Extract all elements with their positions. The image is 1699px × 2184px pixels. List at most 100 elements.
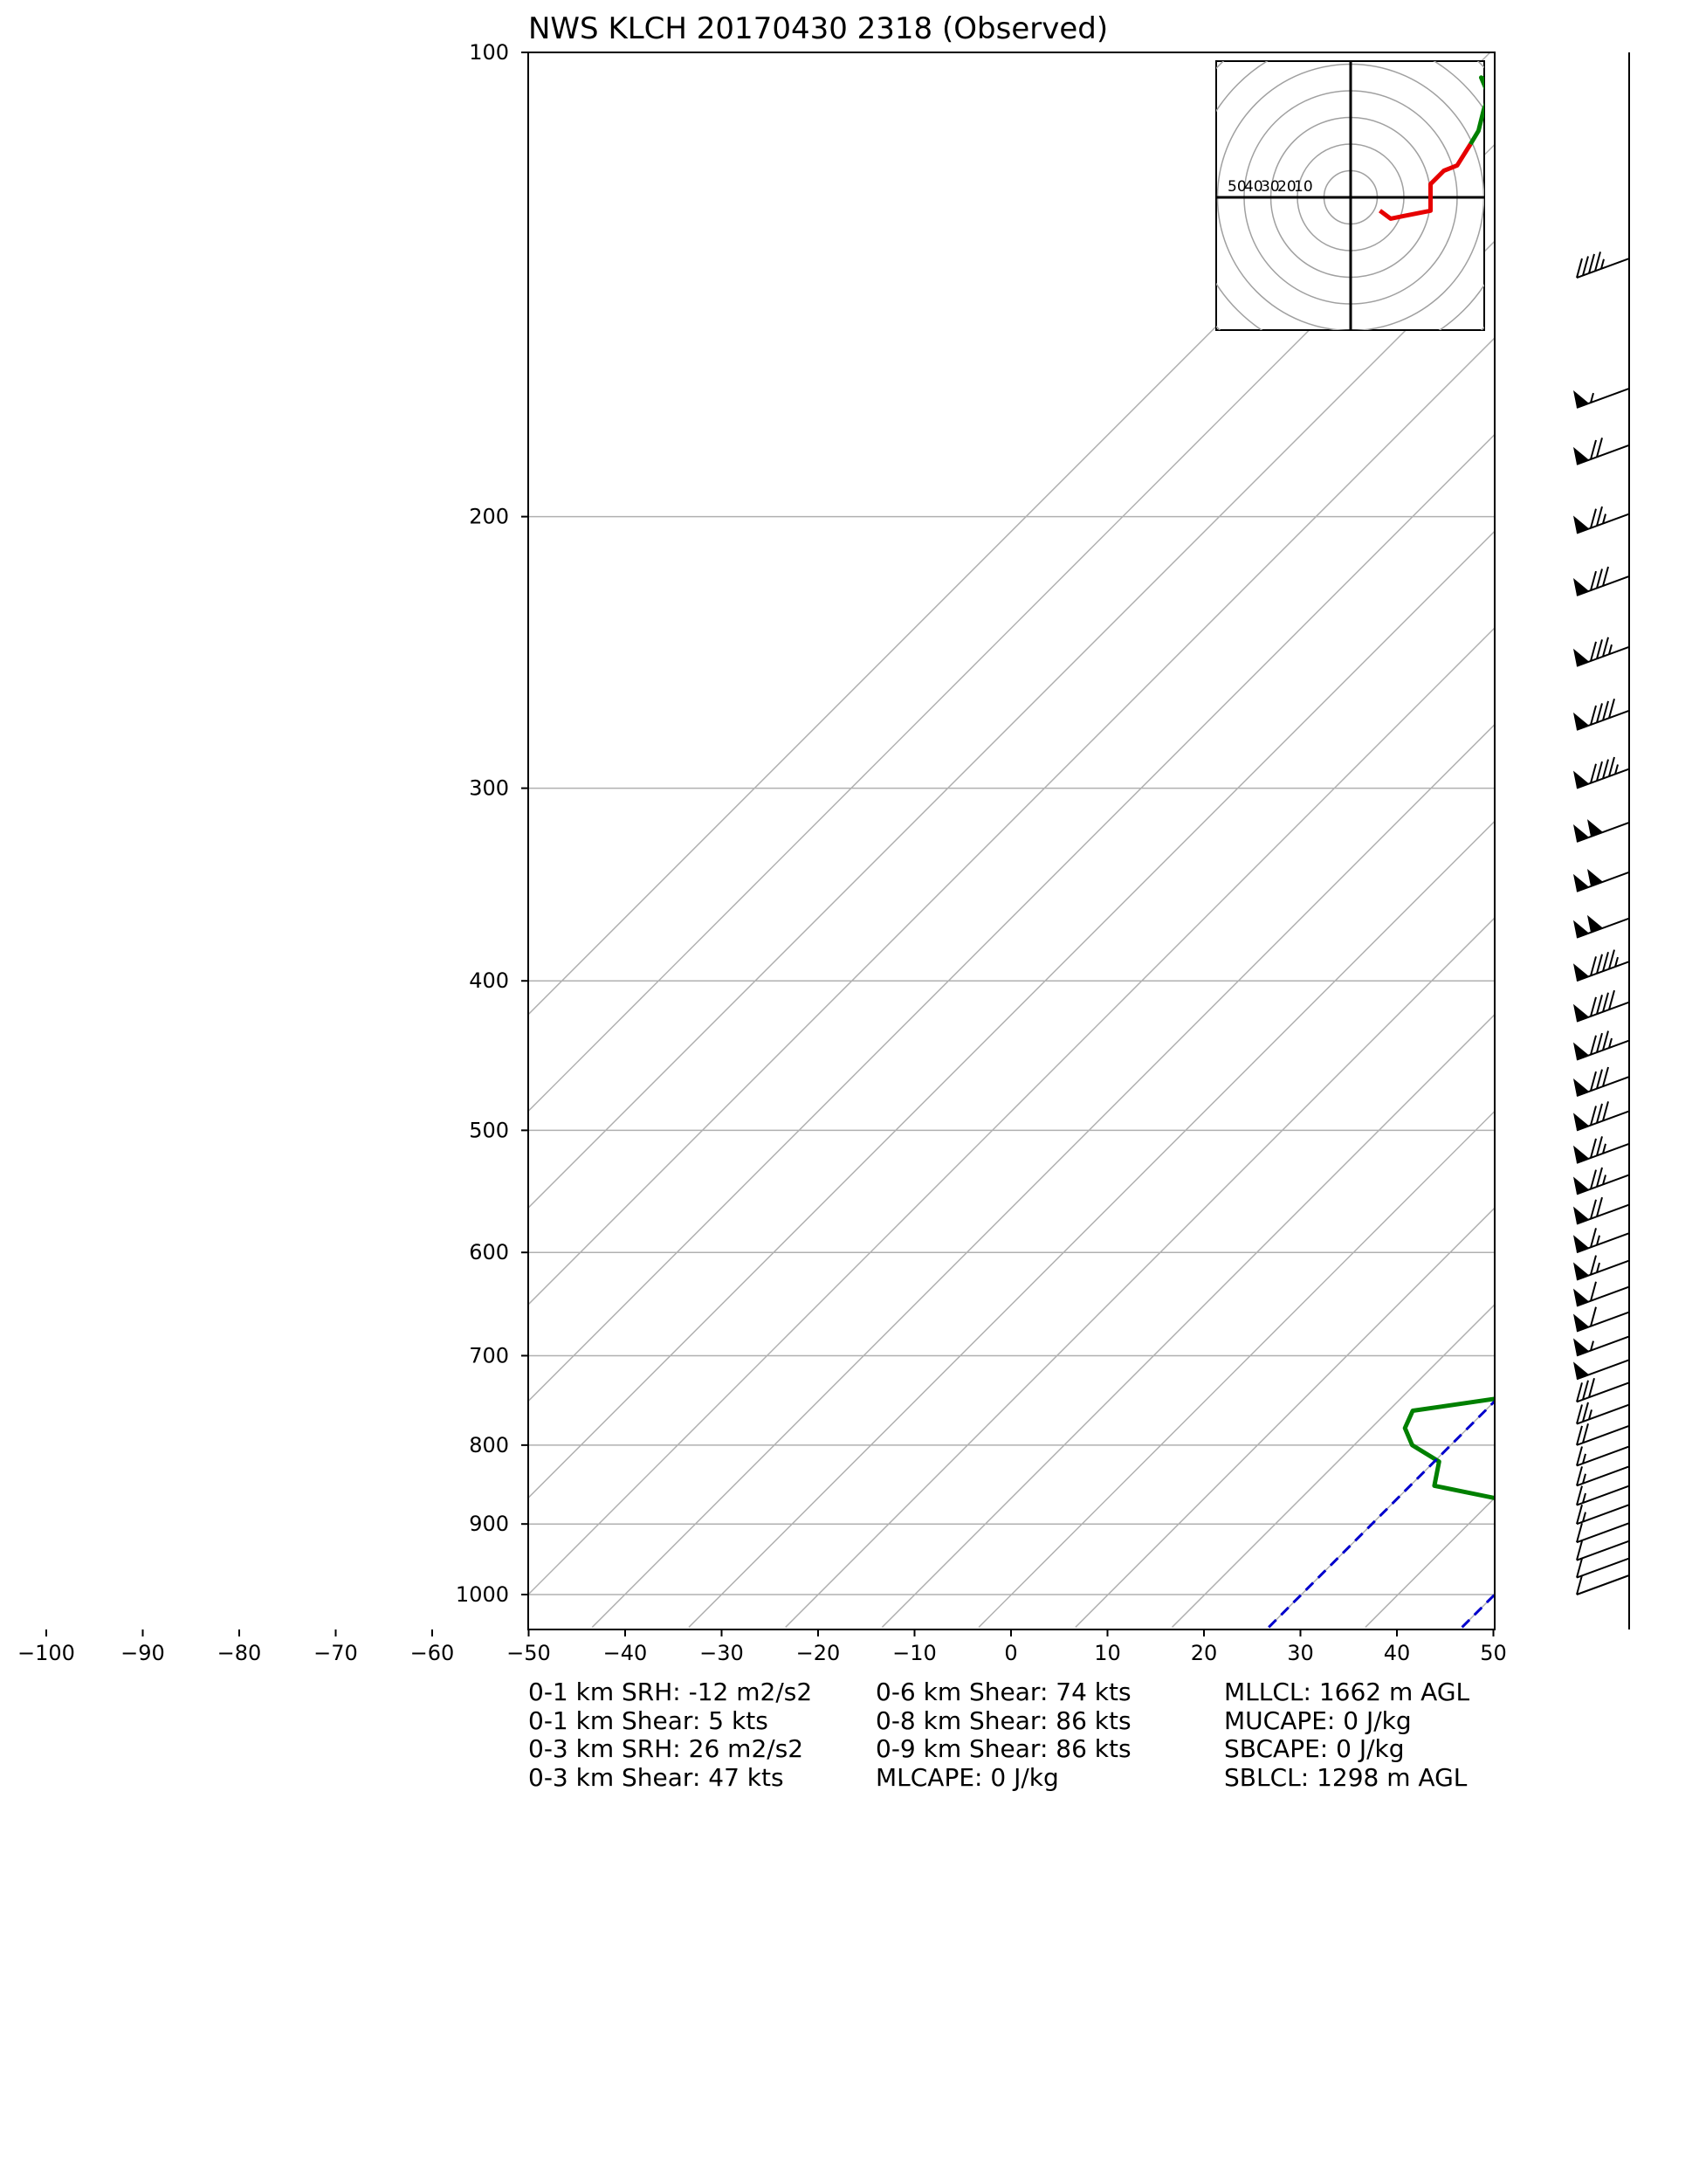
wind-barb bbox=[1576, 1423, 1630, 1446]
barb-flag bbox=[1590, 1138, 1597, 1159]
barb-flag bbox=[1590, 1306, 1597, 1326]
stats-column-3: MLLCL: 1662 m AGL MUCAPE: 0 J/kg SBCAPE:… bbox=[1224, 1678, 1469, 1792]
isotherm-gridline bbox=[688, 820, 1495, 1628]
barb-flag bbox=[1602, 992, 1609, 1012]
barb-flag bbox=[1590, 1071, 1597, 1092]
barb-pennant bbox=[1573, 963, 1589, 982]
barb-flag bbox=[1596, 1167, 1603, 1188]
barb-half-flag bbox=[1602, 513, 1606, 524]
y-tick-label: 800 bbox=[469, 1433, 509, 1457]
barb-flag bbox=[1602, 1030, 1609, 1051]
barb-flag bbox=[1602, 700, 1609, 721]
barb-flag bbox=[1602, 1066, 1609, 1087]
barb-flag bbox=[1590, 1199, 1597, 1219]
barb-shaft bbox=[1576, 1445, 1630, 1467]
hodograph-ring-label: 10 bbox=[1294, 178, 1313, 196]
x-tick-label: −30 bbox=[699, 1641, 744, 1665]
barb-flag bbox=[1576, 1446, 1583, 1466]
barb-flag bbox=[1582, 1380, 1589, 1401]
stat-line: MUCAPE: 0 J/kg bbox=[1224, 1705, 1412, 1735]
barb-flag bbox=[1596, 437, 1603, 458]
barb-flag bbox=[1576, 1425, 1583, 1446]
stat-line: SBLCL: 1298 m AGL bbox=[1224, 1762, 1468, 1792]
x-tick-label: −20 bbox=[796, 1641, 841, 1665]
barb-flag bbox=[1590, 705, 1597, 726]
wind-barb bbox=[1573, 1228, 1630, 1254]
barb-half-flag bbox=[1590, 392, 1594, 403]
barb-flag bbox=[1590, 1281, 1597, 1302]
barb-half-flag bbox=[1582, 1492, 1586, 1504]
barb-shaft bbox=[1576, 1203, 1630, 1225]
barb-pennant bbox=[1573, 577, 1589, 596]
barb-pennant bbox=[1587, 819, 1603, 837]
stat-line: 0-1 km Shear: 5 kts bbox=[528, 1705, 768, 1735]
hodograph-ring-label: 20 bbox=[1277, 178, 1297, 196]
wind-barb bbox=[1573, 756, 1630, 789]
barb-shaft bbox=[1576, 258, 1630, 279]
barb-pennant bbox=[1573, 1338, 1589, 1356]
wind-barb bbox=[1573, 699, 1630, 731]
isotherm-gridline bbox=[978, 1110, 1495, 1628]
x-tick-label: 0 bbox=[1004, 1641, 1017, 1665]
barb-shaft bbox=[1576, 388, 1630, 409]
barb-flag bbox=[1594, 251, 1601, 272]
isotherm-gridline bbox=[528, 336, 1495, 1306]
wind-barb bbox=[1576, 1574, 1630, 1595]
y-tick-label: 300 bbox=[469, 776, 509, 801]
barb-flag bbox=[1590, 956, 1597, 976]
x-tick-label: −80 bbox=[217, 1641, 262, 1665]
isotherm-gridline bbox=[528, 626, 1495, 1596]
wind-barb bbox=[1576, 1445, 1630, 1467]
barb-flag bbox=[1590, 439, 1597, 460]
barb-flag bbox=[1576, 1522, 1583, 1543]
barb-flag bbox=[1576, 1540, 1583, 1560]
isotherm-gridline bbox=[528, 530, 1495, 1499]
y-tick-label: 600 bbox=[469, 1240, 509, 1264]
stats-column-1: 0-1 km SRH: -12 m2/s2 0-1 km Shear: 5 kt… bbox=[528, 1678, 812, 1792]
barb-pennant bbox=[1573, 1313, 1589, 1332]
x-tick-label: −60 bbox=[410, 1641, 455, 1665]
barb-flag bbox=[1576, 1504, 1583, 1525]
barb-shaft bbox=[1576, 1311, 1630, 1333]
barb-shaft bbox=[1576, 1540, 1630, 1561]
x-tick-label: 20 bbox=[1191, 1641, 1218, 1665]
barb-half-flag bbox=[1602, 1143, 1606, 1154]
barb-pennant bbox=[1573, 389, 1589, 408]
barb-flag bbox=[1590, 508, 1597, 528]
barb-shaft bbox=[1576, 1522, 1630, 1544]
barb-flag bbox=[1588, 253, 1595, 274]
x-tick-label: −10 bbox=[892, 1641, 937, 1665]
wind-barb bbox=[1576, 1402, 1630, 1425]
barb-half-flag bbox=[1600, 258, 1605, 270]
x-tick-label: 30 bbox=[1287, 1641, 1314, 1665]
wind-barb bbox=[1573, 1255, 1630, 1281]
stat-line: 0-8 km Shear: 86 kts bbox=[876, 1705, 1132, 1735]
barb-half-flag bbox=[1614, 764, 1619, 775]
barb-flag bbox=[1576, 1558, 1583, 1578]
barb-flag bbox=[1602, 566, 1609, 587]
barb-flag bbox=[1596, 506, 1603, 527]
barb-flag bbox=[1590, 1228, 1597, 1248]
barb-shaft bbox=[1576, 1232, 1630, 1254]
x-tick-label: −100 bbox=[17, 1641, 75, 1665]
barb-flag bbox=[1590, 763, 1597, 783]
hodograph-trace bbox=[1469, 75, 1484, 146]
barb-flag bbox=[1588, 1377, 1595, 1398]
wind-barb bbox=[1576, 1557, 1630, 1579]
barb-shaft bbox=[1576, 1285, 1630, 1307]
barb-shaft bbox=[1576, 1259, 1630, 1281]
stat-line: MLCAPE: 0 J/kg bbox=[876, 1762, 1059, 1792]
barb-pennant bbox=[1573, 1042, 1589, 1060]
x-tick-label: −40 bbox=[603, 1641, 648, 1665]
barb-flag bbox=[1590, 570, 1597, 591]
wind-barb bbox=[1573, 1196, 1630, 1225]
barb-flag bbox=[1596, 639, 1603, 659]
barb-pennant bbox=[1573, 1288, 1589, 1306]
wind-barb bbox=[1573, 506, 1630, 534]
barb-shaft bbox=[1576, 1557, 1630, 1579]
wind-barb bbox=[1573, 1281, 1630, 1307]
wind-barb bbox=[1573, 1136, 1630, 1164]
wind-barb bbox=[1576, 251, 1630, 279]
